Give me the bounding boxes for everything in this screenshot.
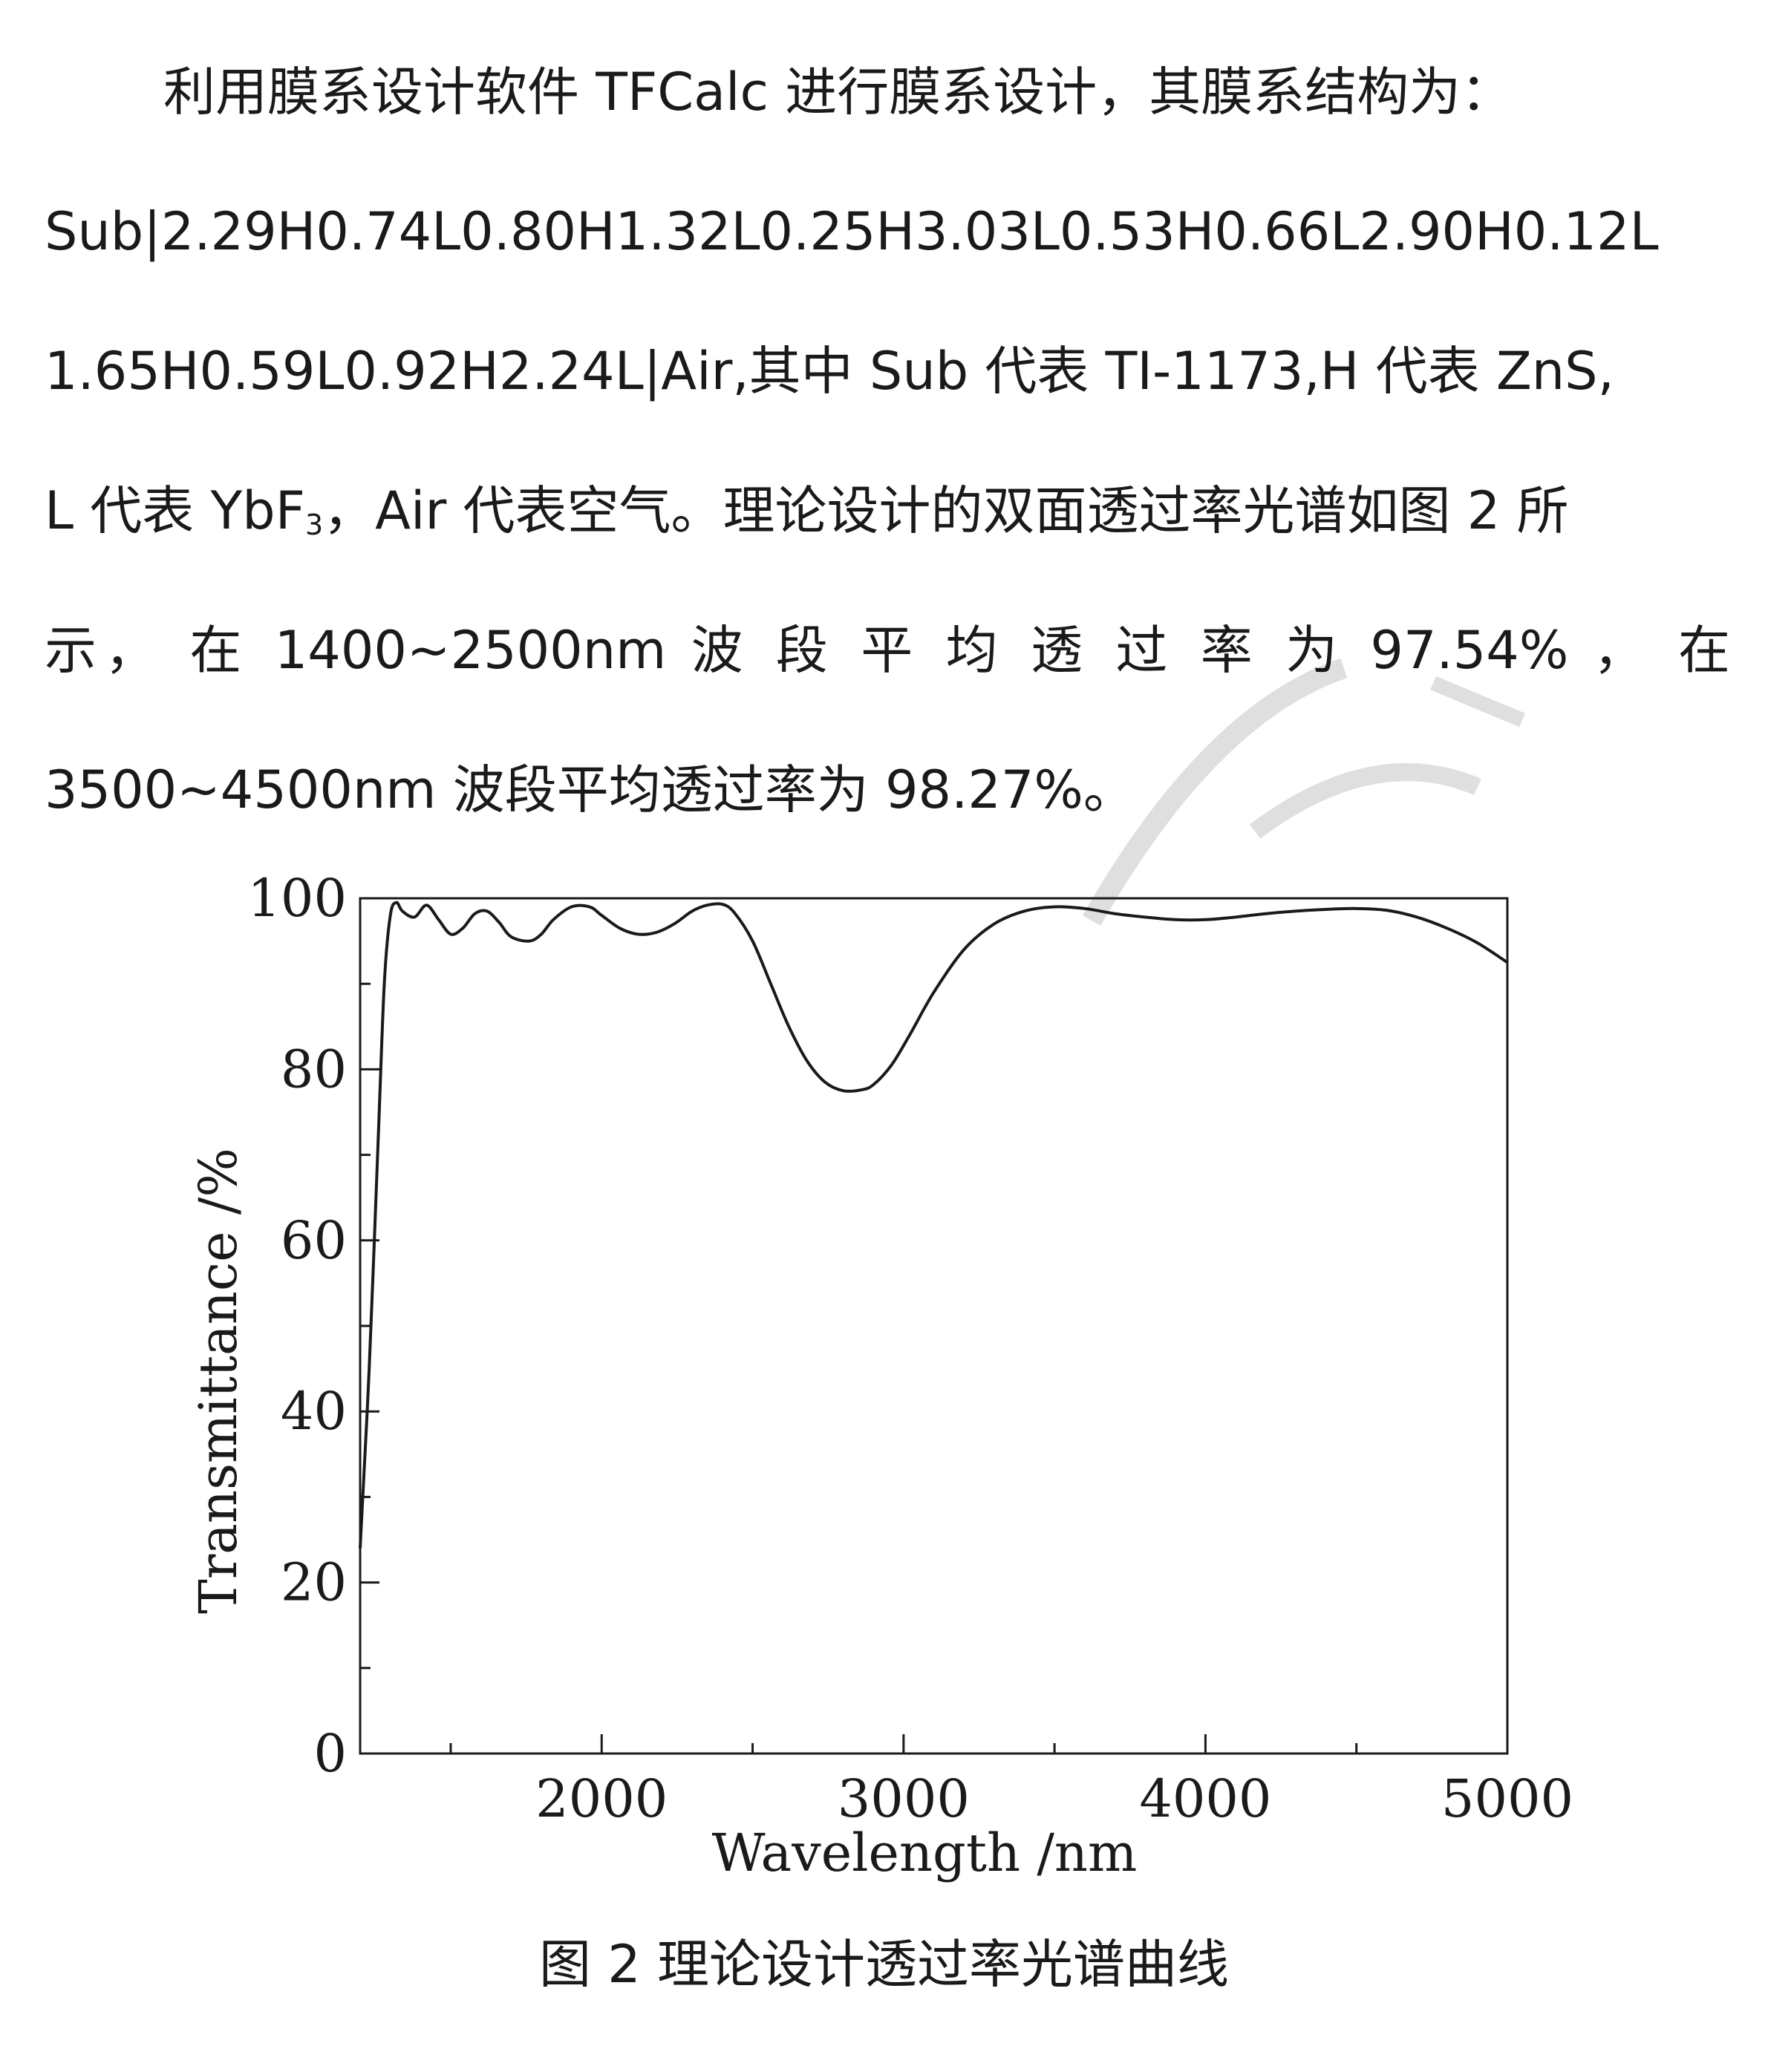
series-line-transmittance <box>359 901 1509 1549</box>
y-tick-label: 60 <box>281 1210 347 1271</box>
y-tick-label: 0 <box>313 1723 347 1784</box>
paragraph-line-4: L 代表 YbF3，Air 代表空气。理论设计的双面透过率光谱如图 2 所 <box>45 441 1569 581</box>
y-tick-label: 40 <box>281 1381 347 1442</box>
paragraph-line-3: 1.65H0.59L0.92H2.24L|Air,其中 Sub 代表 TI-11… <box>45 341 1614 402</box>
watermark-stamp <box>1082 658 1525 926</box>
series-layer <box>359 901 1509 1549</box>
transmittance-chart: 0 20 40 60 80 100 2000 3000 4000 5000 Wavelength… <box>188 868 1573 1883</box>
plot-border <box>359 897 1509 1755</box>
paragraph-line-6: 3500~4500nm 波段平均透过率为 98.27%。 <box>45 759 1135 820</box>
paragraph-line-2: Sub|2.29H0.74L0.80H1.32L0.25H3.03L0.53H0… <box>45 201 1659 262</box>
x-tick-label: 3000 <box>838 1768 970 1829</box>
y-tick-label: 20 <box>281 1552 347 1613</box>
paragraph-line-4-part-b: ，Air 代表空气。理论设计的双面透过率光谱如图 2 所 <box>323 480 1569 541</box>
paragraph-line-5: 示， 在 1400~2500nm 波 段 平 均 透 过 率 为 97.54% … <box>45 620 1730 681</box>
paragraph-line-4-part-a: L 代表 YbF <box>45 480 305 541</box>
x-axis-ticks: 2000 3000 4000 5000 <box>449 1734 1573 1829</box>
y-axis-label: Transmittance /% <box>188 1148 249 1614</box>
y-tick-label: 100 <box>247 868 347 929</box>
plot-frame <box>359 897 1509 1755</box>
x-tick-label: 5000 <box>1441 1768 1573 1829</box>
subscript-3: 3 <box>304 509 324 541</box>
y-axis-ticks: 0 20 40 60 80 100 <box>247 868 379 1784</box>
x-tick-label: 4000 <box>1139 1768 1271 1829</box>
paragraph-line-1: 利用膜系设计软件 TFCalc 进行膜系设计，其膜系结构为： <box>163 62 1513 122</box>
x-axis-label: Wavelength /nm <box>712 1823 1138 1883</box>
figure-caption: 图 2 理论设计透过率光谱曲线 <box>538 1934 1230 1995</box>
x-tick-label: 2000 <box>535 1768 668 1829</box>
y-tick-label: 80 <box>281 1039 347 1099</box>
